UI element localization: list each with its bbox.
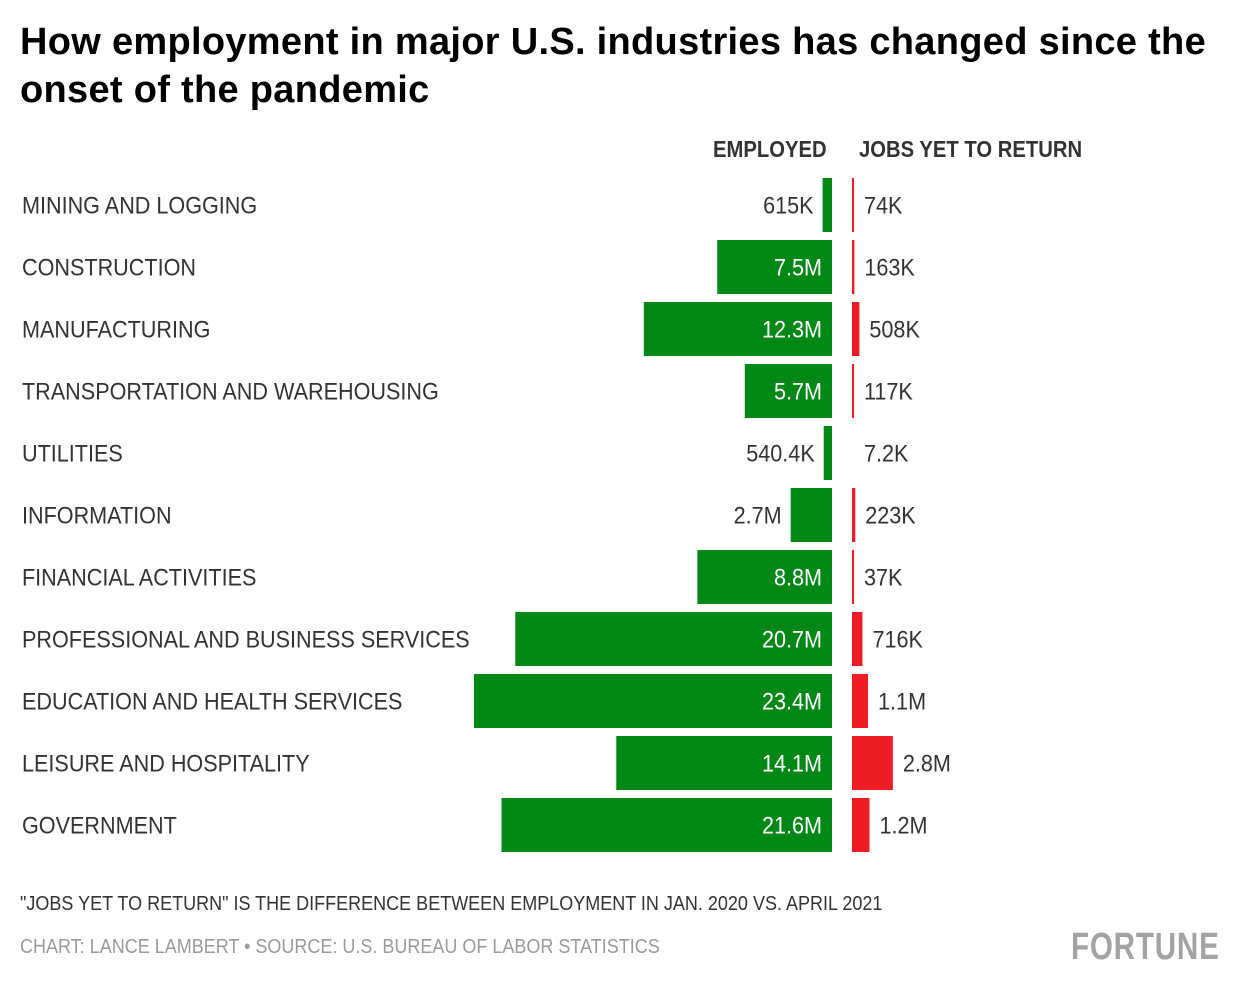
jobs-yet-to-return-bar	[852, 178, 854, 232]
category-label: TRANSPORTATION AND WAREHOUSING	[22, 377, 439, 404]
jobs-yet-to-return-value-label: 1.2M	[880, 811, 928, 838]
jobs-yet-to-return-value-label: 163K	[864, 253, 914, 280]
chart-title: How employment in major U.S. industries …	[20, 21, 1207, 111]
employed-value-label: 14.1M	[762, 749, 822, 776]
employed-value-label: 20.7M	[762, 625, 822, 652]
employed-bar	[643, 302, 832, 356]
category-label: UTILITIES	[22, 439, 123, 466]
employed-bar	[822, 178, 832, 232]
jobs-yet-to-return-value-label: 37K	[864, 563, 902, 590]
category-label: FINANCIAL ACTIVITIES	[22, 563, 256, 590]
employed-bar	[717, 240, 832, 294]
fortune-logo: FORTUNE	[1071, 926, 1220, 968]
jobs-yet-to-return-value-label: 1.1M	[878, 687, 926, 714]
employed-bar	[515, 612, 832, 666]
employed-value-label: 7.5M	[774, 253, 822, 280]
jobs-yet-to-return-value-label: 74K	[864, 191, 902, 218]
employed-value-label: 12.3M	[762, 315, 822, 342]
jobs-yet-to-return-column-header: JOBS YET TO RETURN	[859, 136, 1083, 162]
employed-value-label: 540.4K	[746, 439, 814, 466]
jobs-yet-to-return-bar	[852, 798, 870, 852]
employed-bar	[744, 364, 832, 418]
jobs-yet-to-return-value-label: 2.8M	[903, 749, 951, 776]
employed-column-header: EMPLOYED	[713, 136, 827, 162]
jobs-yet-to-return-bar	[852, 612, 863, 666]
category-label: CONSTRUCTION	[22, 253, 196, 280]
category-label: PROFESSIONAL AND BUSINESS SERVICES	[22, 625, 470, 652]
jobs-yet-to-return-bar	[852, 488, 856, 542]
employed-bar	[501, 798, 832, 852]
employed-value-label: 5.7M	[774, 377, 822, 404]
jobs-yet-to-return-value-label: 7.2K	[864, 439, 908, 466]
category-label: MANUFACTURING	[22, 315, 210, 342]
employed-value-label: 2.7M	[734, 501, 782, 528]
employed-value-label: 23.4M	[762, 687, 822, 714]
jobs-yet-to-return-value-label: 508K	[869, 315, 919, 342]
category-label: MINING AND LOGGING	[22, 191, 257, 218]
jobs-yet-to-return-bar	[852, 674, 869, 728]
category-label: GOVERNMENT	[22, 811, 177, 838]
jobs-yet-to-return-bar	[852, 550, 854, 604]
jobs-yet-to-return-bar	[852, 364, 854, 418]
employed-bar	[823, 426, 832, 480]
chart-note: "JOBS YET TO RETURN" IS THE DIFFERENCE B…	[20, 893, 883, 915]
employed-value-label: 21.6M	[762, 811, 822, 838]
employed-bar	[473, 674, 832, 728]
jobs-yet-to-return-bar	[852, 736, 893, 790]
jobs-yet-to-return-value-label: 223K	[865, 501, 915, 528]
category-label: LEISURE AND HOSPITALITY	[22, 749, 310, 776]
employed-bar	[790, 488, 832, 542]
jobs-yet-to-return-bar	[852, 240, 855, 294]
employed-bar	[697, 550, 832, 604]
jobs-yet-to-return-value-label: 716K	[872, 625, 922, 652]
employed-bar	[616, 736, 832, 790]
employed-value-label: 615K	[763, 191, 813, 218]
category-label: EDUCATION AND HEALTH SERVICES	[22, 687, 402, 714]
employed-value-label: 8.8M	[774, 563, 822, 590]
jobs-yet-to-return-value-label: 117K	[864, 377, 913, 404]
jobs-yet-to-return-bar	[852, 302, 860, 356]
category-label: INFORMATION	[22, 501, 172, 528]
chart-credit: CHART: LANCE LAMBERT • SOURCE: U.S. BURE…	[20, 936, 660, 958]
